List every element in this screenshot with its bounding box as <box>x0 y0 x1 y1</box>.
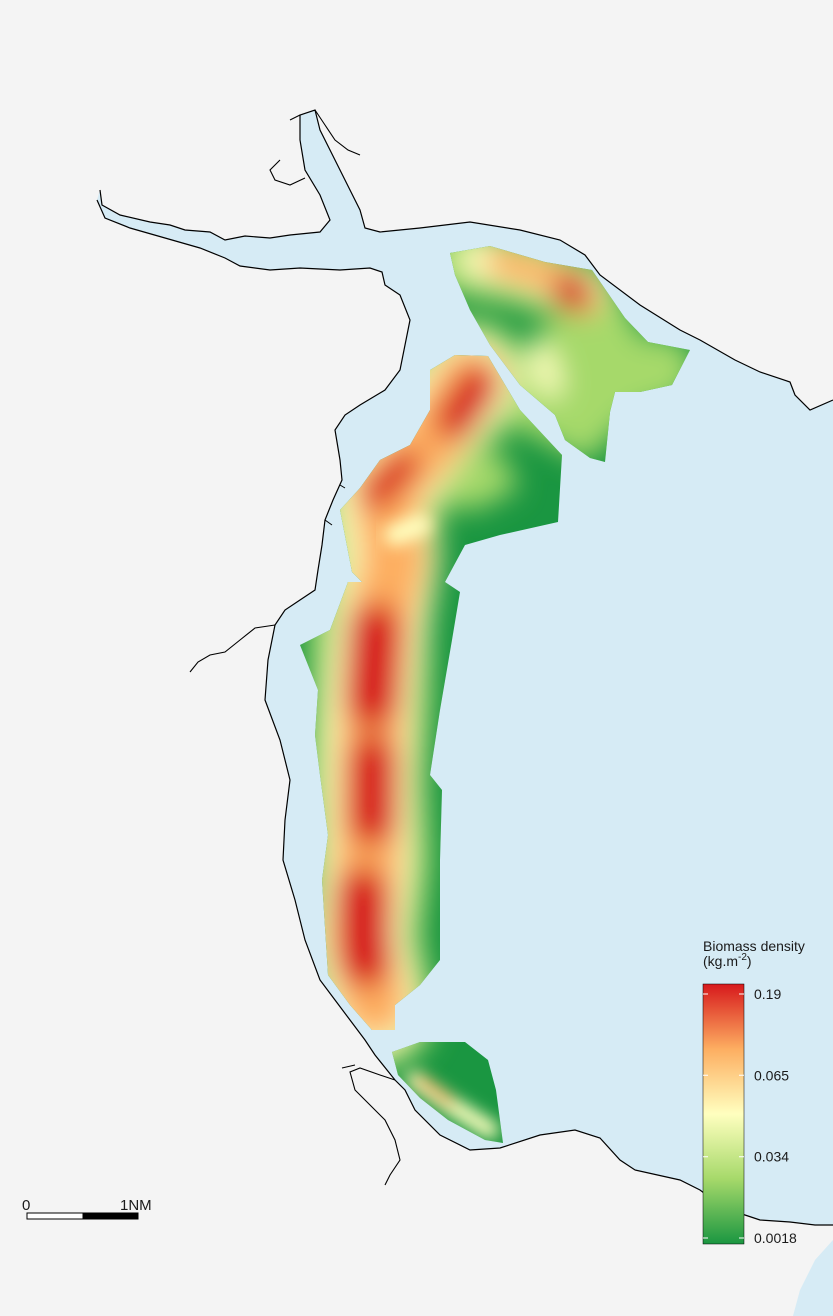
scale-bar-start-label: 0 <box>22 1197 30 1214</box>
legend-title: Biomass density <box>703 938 805 954</box>
coastline <box>96 109 833 1226</box>
legend-tick-label: 0.065 <box>754 1067 789 1083</box>
scale-bar: 0 1NM <box>22 1197 152 1220</box>
legend-ticks: 0.19 0.065 0.034 0.0018 <box>703 986 797 1246</box>
water-corner-southeast <box>793 1240 833 1316</box>
legend-tick-label: 0.0018 <box>754 1230 797 1246</box>
legend-unit: (kg.m-2) <box>703 952 752 969</box>
river-north <box>269 109 361 186</box>
scale-bar-segment-black <box>82 1212 139 1220</box>
legend: Biomass density (kg.m-2) 0.190.0650.0340… <box>702 938 805 1246</box>
river-west <box>189 624 276 673</box>
scale-bar-segment-white <box>26 1212 84 1220</box>
scale-bar-end-label: 1NM <box>120 1197 152 1214</box>
river-south <box>341 1064 401 1186</box>
legend-colorbar <box>702 983 745 1245</box>
legend-tick-label: 0.034 <box>754 1149 789 1165</box>
river-west-mid <box>324 484 346 526</box>
legend-tick-label: 0.19 <box>754 986 781 1002</box>
